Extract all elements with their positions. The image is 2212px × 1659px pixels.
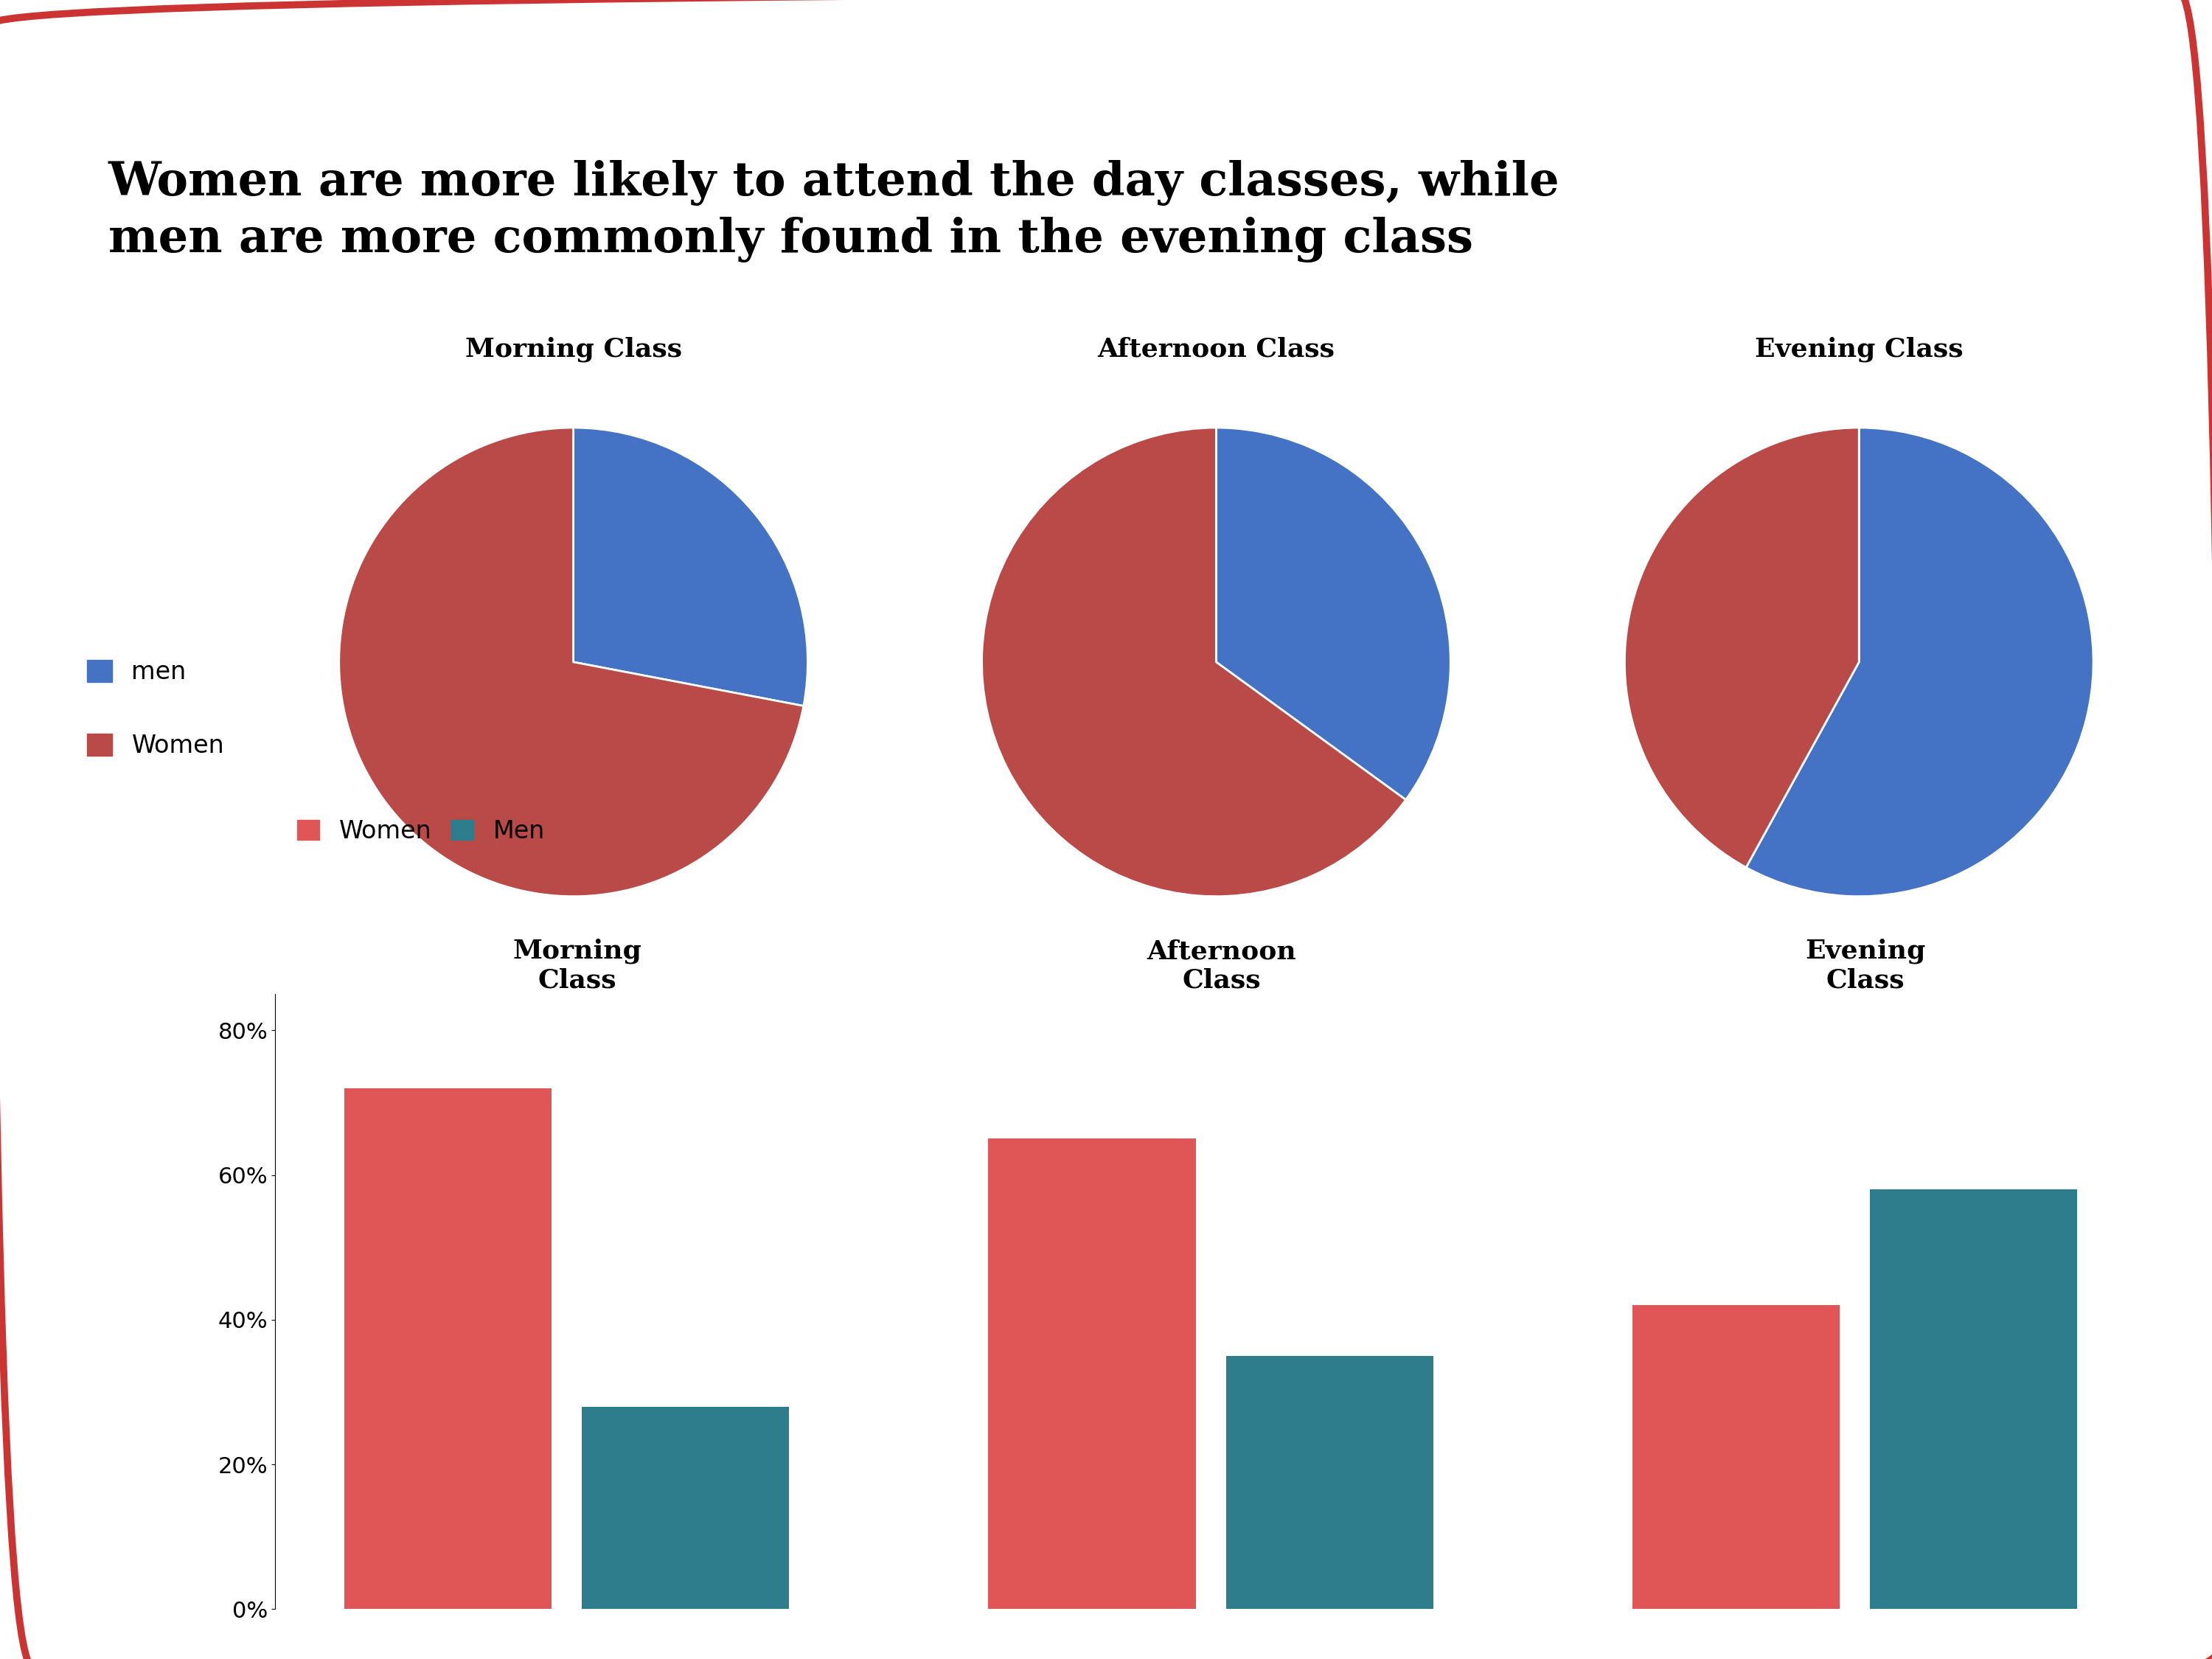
Text: Women are more likely to attend the day classes, while
men are more commonly fou: Women are more likely to attend the day …: [108, 161, 1559, 262]
Title: Afternoon Class: Afternoon Class: [1097, 337, 1334, 362]
Wedge shape: [573, 428, 807, 707]
Bar: [582, 1407, 790, 1609]
Wedge shape: [338, 428, 803, 896]
Bar: [1869, 1190, 2077, 1609]
Wedge shape: [1624, 428, 1858, 868]
Bar: [1225, 1355, 1433, 1609]
Wedge shape: [982, 428, 1407, 896]
Title: Afternoon
Class: Afternoon Class: [1146, 939, 1296, 994]
Title: Morning
Class: Morning Class: [513, 939, 641, 994]
Wedge shape: [1745, 428, 2093, 896]
Bar: [989, 1138, 1197, 1609]
Legend: men, Women: men, Women: [86, 660, 223, 758]
Bar: [345, 1088, 551, 1609]
Bar: [1632, 1306, 1840, 1609]
Wedge shape: [1217, 428, 1451, 800]
Title: Evening Class: Evening Class: [1754, 337, 1964, 362]
Title: Evening
Class: Evening Class: [1805, 939, 1927, 994]
Legend: Women, Men: Women, Men: [288, 810, 555, 853]
Title: Morning Class: Morning Class: [465, 337, 681, 362]
